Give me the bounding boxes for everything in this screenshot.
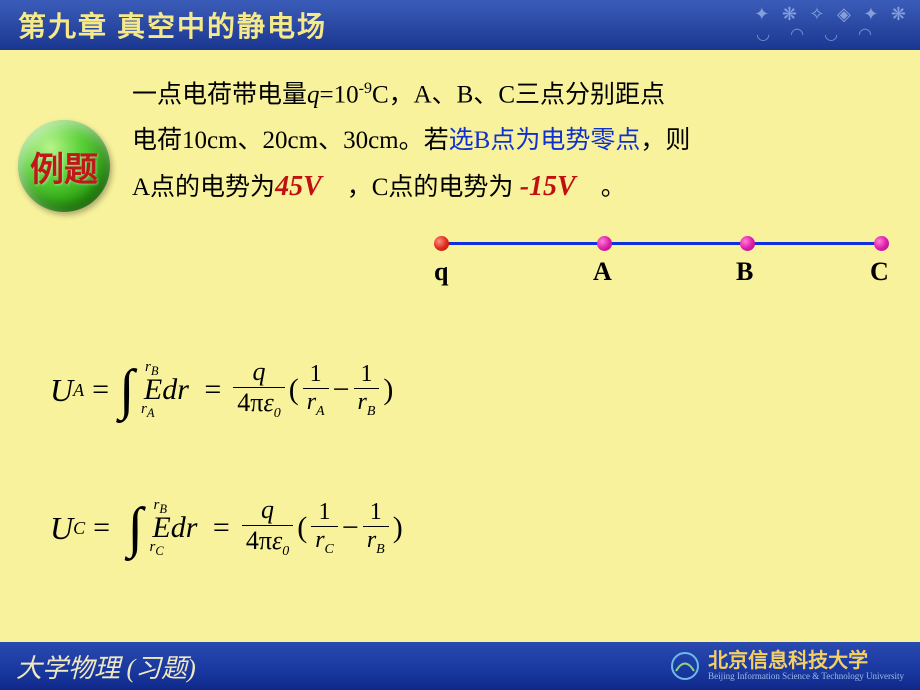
integral-sign: rB ∫ rC [128,503,143,553]
upper-bound: rB [154,497,167,517]
highlighted-condition: 选B点为电势零点 [449,127,641,154]
fraction: q 4πε0 [233,357,284,422]
example-label: 例题 [30,142,98,191]
diagram-label: C [870,257,889,287]
text: ，则 [640,127,690,154]
paren: ( [289,373,299,407]
diagram-point [434,236,449,251]
diagram-line [440,242,880,245]
equals: = [92,373,109,407]
header-ornament-icon: ✦ ❋ ✧ ◈ ✦ ❋ [754,4,910,25]
paren: ) [383,373,393,407]
subscript: C [73,518,85,539]
formula-ua: UA = rB ∫ rA Edr = q 4πε0 ( 1 rA − 1 rB [50,350,403,430]
text: C，A、B、C三点分别距点 [372,81,665,108]
problem-statement: 一点电荷带电量q=10-9C，A、B、C三点分别距点 电荷10cm、20cm、3… [132,66,890,211]
footer-course-title: 大学物理 (习题) [16,648,196,685]
university-logo-icon [670,651,700,681]
header-ornament-icon: ◡ ◠ ◡ ◠ [756,24,880,44]
text: 。 [601,174,626,201]
minus: − [333,373,350,407]
fraction: 1 rC [311,499,338,558]
footer-university: 北京信息科技大学 Beijing Information Science & T… [670,650,904,682]
text: 电荷10cm、20cm、30cm。若 [132,127,449,154]
slide-body: 例题 一点电荷带电量q=10-9C，A、B、C三点分别距点 电荷10cm、20c… [0,50,920,642]
fraction: 1 rB [363,499,389,558]
diagram-label: A [593,257,612,287]
diagram-label: q [434,257,448,287]
subscript: A [73,380,84,401]
variable-q: q [307,81,320,108]
slide-header: 第九章 真空中的静电场 ✦ ❋ ✧ ◈ ✦ ❋ ◡ ◠ ◡ ◠ [0,0,920,50]
example-badge: 例题 [18,120,110,212]
paren: ) [393,511,403,545]
answer-c: -15V [520,171,576,202]
minus: − [342,511,359,545]
variable: U [50,372,73,409]
diagram-label: B [736,257,753,287]
integral-sign: rB ∫ rA [119,365,134,415]
fraction: 1 rA [303,361,329,420]
equals: = [93,511,110,545]
paren: ( [297,511,307,545]
lower-bound: rC [150,539,164,559]
variable: U [50,510,73,547]
lower-bound: rA [141,401,154,421]
chapter-title: 第九章 真空中的静电场 [18,5,327,45]
text: ，C点的电势为 [347,174,514,201]
text: 一点电荷带电量 [132,81,307,108]
text: A点的电势为 [132,174,275,201]
equals: = [213,511,230,545]
exponent: -9 [359,80,372,97]
text: =10 [320,81,359,108]
answer-a: 45V [275,171,322,202]
formula-uc: UC = rB ∫ rC Edr = q 4πε0 ( 1 rC − 1 rB [50,488,403,568]
diagram-point [597,236,612,251]
equals: = [197,373,221,407]
university-name-cn: 北京信息科技大学 [708,650,904,672]
fraction: 1 rB [354,361,380,420]
formula-area: UA = rB ∫ rA Edr = q 4πε0 ( 1 rA − 1 rB [50,350,403,626]
slide-footer: 大学物理 (习题) 北京信息科技大学 Beijing Information S… [0,642,920,690]
upper-bound: rB [145,359,158,379]
university-name-en: Beijing Information Science & Technology… [708,672,904,682]
diagram-point [740,236,755,251]
diagram-point [874,236,889,251]
fraction: q 4πε0 [242,495,293,560]
